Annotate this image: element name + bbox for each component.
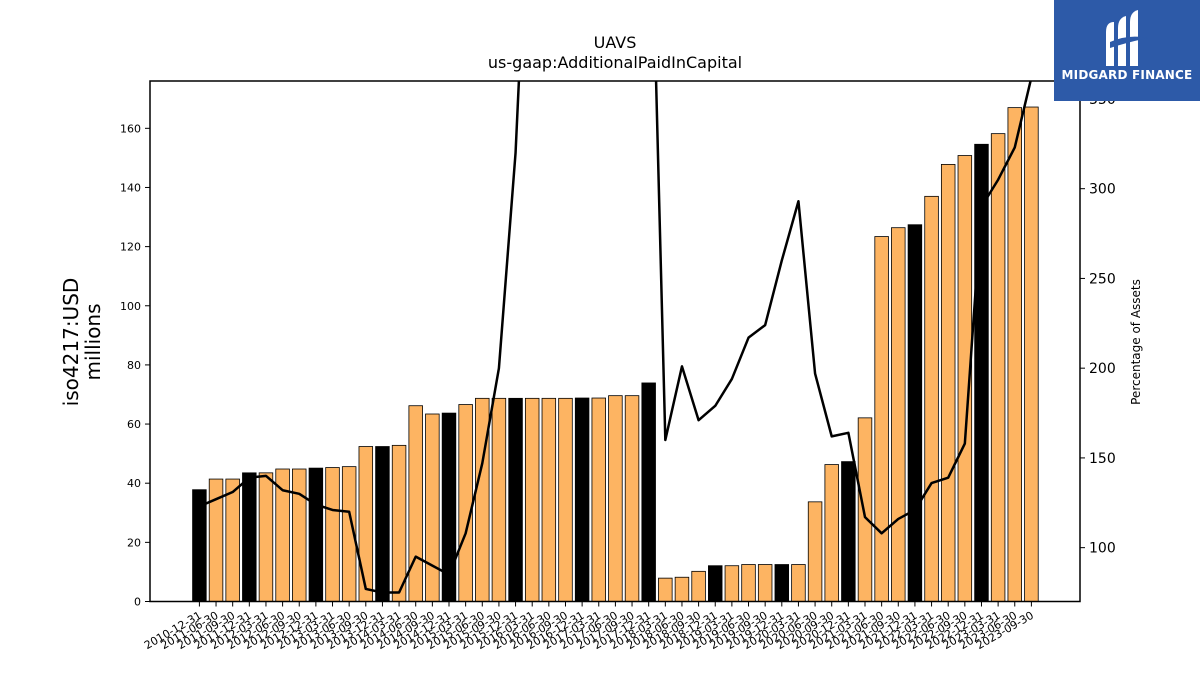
bar-2013-12-31	[375, 446, 390, 602]
pct-assets-line	[198, 81, 1032, 594]
right-axis-label: Percentage of Assets	[1129, 279, 1143, 405]
right-tick-label: 300	[1089, 182, 1116, 198]
left-tick-label: 120	[120, 241, 141, 254]
bar-2021-03-31	[857, 417, 873, 602]
bar-2019-06-30	[741, 564, 756, 602]
midgard-logo-icon	[1106, 10, 1148, 66]
bar-2016-09-30	[558, 397, 573, 602]
bar-2010-12-31	[192, 489, 207, 602]
bar-2022-03-31	[924, 195, 939, 602]
left-tick-label: 100	[120, 300, 141, 313]
bar-2020-03-31	[791, 564, 806, 602]
bar-2017-09-30	[624, 395, 640, 602]
left-tick-label: 60	[127, 418, 141, 431]
x-axis-ticks: 2010-12-312011-06-302011-09-302011-12-31…	[142, 601, 1036, 652]
left-tick-label: 140	[120, 181, 141, 194]
bar-2018-06-30	[674, 576, 690, 602]
bar-2014-09-30	[425, 413, 440, 602]
brand-logo: MIDGARD FINANCE	[1054, 0, 1200, 101]
bar-2020-09-30	[824, 464, 839, 602]
bar-2016-12-31	[574, 397, 590, 602]
left-tick-label: 20	[127, 536, 141, 549]
bar-2019-09-30	[757, 564, 773, 602]
right-axis-ticks: 100150200250300350	[1080, 92, 1116, 557]
bar-2011-09-30	[225, 478, 240, 602]
bar-2014-06-30	[408, 405, 423, 602]
bar-2012-09-30	[292, 468, 307, 602]
chart-subtitle: us-gaap:AdditionalPaidInCapital	[488, 53, 742, 72]
left-tick-label: 40	[127, 477, 141, 490]
line-series	[198, 81, 1032, 594]
right-tick-label: 100	[1089, 541, 1116, 557]
bar-2015-03-31	[458, 404, 473, 602]
bar-2023-09-30	[1024, 106, 1039, 602]
brand-name: MIDGARD FINANCE	[1061, 68, 1193, 82]
bar-2020-12-31	[841, 461, 856, 602]
bar-2019-03-31	[724, 565, 740, 602]
bar-2018-03-31	[658, 577, 673, 602]
bar-2018-12-31	[708, 565, 723, 602]
bar-2017-12-31	[641, 382, 656, 602]
bar-2020-06-30	[807, 501, 823, 602]
bar-2016-03-31	[524, 397, 540, 602]
bar-2013-09-30	[358, 446, 374, 602]
bar-2015-12-31	[508, 397, 523, 602]
left-axis-ticks: 0 20 40 60 80 100 120 140 160	[120, 122, 150, 609]
right-tick-label: 250	[1089, 271, 1116, 287]
bar-2018-09-30	[691, 570, 706, 602]
left-tick-label: 80	[127, 359, 141, 372]
bar-2015-09-30	[491, 397, 507, 602]
bar-2023-06-30	[1007, 107, 1022, 602]
bar-2017-03-31	[591, 397, 606, 602]
bar-2016-06-30	[541, 397, 557, 602]
bar-2022-06-30	[940, 163, 956, 602]
right-tick-label: 150	[1089, 451, 1116, 467]
chart-title: UAVS	[594, 33, 637, 52]
bar-2014-03-31	[391, 444, 407, 602]
bar-2012-03-31	[258, 472, 274, 602]
left-axis-label-line2: millions	[81, 303, 105, 380]
left-axis-label-line1: iso4217:USD	[59, 278, 83, 407]
left-tick-label: 160	[120, 122, 141, 135]
bar-2017-06-30	[608, 395, 623, 602]
bar-2012-12-31	[308, 467, 324, 602]
bar-series	[192, 106, 1039, 602]
bar-2021-09-30	[891, 227, 906, 602]
bar-2023-03-31	[990, 133, 1006, 602]
bar-2013-03-31	[325, 467, 340, 602]
bar-2021-06-30	[874, 236, 889, 602]
bar-2021-12-31	[907, 224, 923, 602]
bar-2011-12-31	[242, 472, 257, 602]
left-tick-label: 0	[134, 596, 141, 609]
right-tick-label: 200	[1089, 361, 1116, 377]
bar-2019-12-31	[774, 564, 790, 602]
